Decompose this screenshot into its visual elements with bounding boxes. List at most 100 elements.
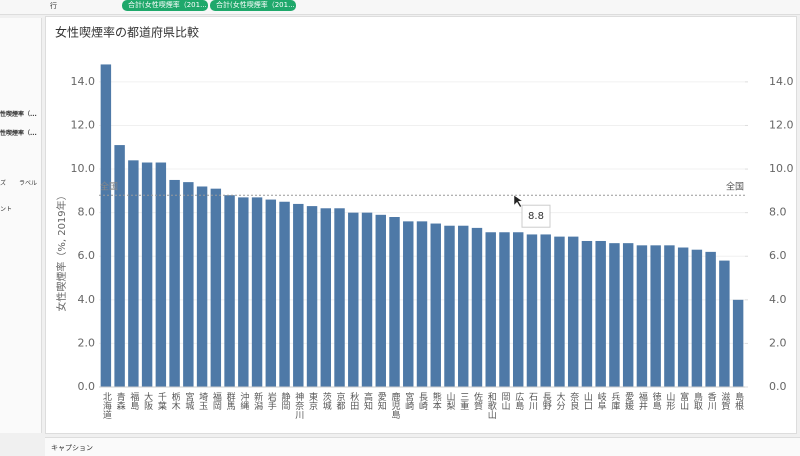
bar <box>196 186 208 387</box>
button[interactable]: ズ <box>0 180 7 187</box>
bar <box>485 232 496 387</box>
reference-label: 全国 <box>100 181 118 193</box>
bar <box>595 240 606 387</box>
y2-tick-label: 6.0 <box>769 249 787 262</box>
y2-tick-label: 12.0 <box>769 118 794 131</box>
y-tick-label: 8.0 <box>78 206 96 219</box>
x-tick-label: 宮崎 <box>403 391 414 410</box>
bar <box>458 225 469 387</box>
chart-title: 女性喫煙率の都道府県比較 <box>55 25 199 40</box>
bar <box>100 64 112 387</box>
y2-tick-label: 8.0 <box>769 206 787 219</box>
bar <box>403 221 414 387</box>
bar <box>320 208 332 387</box>
bar <box>224 195 235 387</box>
button[interactable]: ラベル <box>19 180 38 187</box>
x-tick-label: 石川 <box>527 392 538 410</box>
chart: 女性喫煙率の都道府県比較 女性喫煙率（%, 2019年） 0.0 2.0 4.0 6.… <box>45 16 797 434</box>
bar <box>128 160 139 387</box>
bar <box>183 182 194 387</box>
x-tick-label: 北海道 <box>101 392 112 420</box>
x-tick-label: 大分 <box>554 391 565 411</box>
x-tick-label: 福岡 <box>211 391 222 411</box>
y-tick-label: 0.0 <box>78 380 96 393</box>
x-tick-label: 愛知 <box>376 391 387 411</box>
x-tick-label: 山形 <box>664 392 675 411</box>
x-tick-label: 静岡 <box>280 391 291 411</box>
bar <box>430 223 441 387</box>
x-tick-label: 熊本 <box>431 391 442 411</box>
x-tick-label: 鹿児島 <box>390 391 401 420</box>
y2-tick-label: 2.0 <box>769 336 787 349</box>
button[interactable]: ント <box>0 206 13 213</box>
pill[interactable]: 合計(女性喫煙率（201... <box>122 0 208 11</box>
bar <box>664 245 675 387</box>
bar <box>348 212 359 387</box>
bar <box>526 234 538 387</box>
side-panel: 性喫煙率（... 性喫煙率（... ズ ラベル ント <box>0 18 42 433</box>
bar <box>512 232 524 387</box>
x-tick-label: 沖縄 <box>238 391 249 410</box>
reference-label: 全国 <box>726 181 744 193</box>
x-tick-label: 群馬 <box>225 391 236 411</box>
bar <box>251 197 263 387</box>
bar <box>169 179 180 387</box>
bar <box>609 243 620 387</box>
x-tick-label: 岐阜 <box>596 391 607 411</box>
cursor <box>513 194 524 208</box>
x-tick-label: 佐賀 <box>472 391 483 411</box>
x-tick-label: 奈良 <box>568 391 579 411</box>
bar <box>691 249 703 387</box>
x-tick-label: 香川 <box>706 392 717 410</box>
x-tick-label: 岩手 <box>266 391 277 411</box>
y2-tick-label: 14.0 <box>769 75 794 88</box>
y-tick-label: 6.0 <box>78 249 96 262</box>
bar <box>471 227 483 387</box>
x-tick-label: 島根 <box>733 391 744 411</box>
bar <box>265 199 277 387</box>
x-tick-label: 広島 <box>513 391 524 411</box>
caption-bar: キャプション <box>45 437 800 456</box>
x-tick-label: 山口 <box>582 392 593 410</box>
bar <box>636 245 648 387</box>
bar <box>293 203 304 387</box>
x-tick-label: 福島 <box>128 391 139 411</box>
x-tick-label: 新潟 <box>252 391 263 411</box>
x-tick-label: 兵庫 <box>609 391 620 411</box>
bar <box>677 247 689 387</box>
x-tick-label: 埼玉 <box>197 391 208 410</box>
bar <box>279 201 290 387</box>
y2-tick-label: 4.0 <box>769 293 787 306</box>
shelf: 行 合計(女性喫煙率（201... 合計(女性喫煙率（201... <box>0 0 800 15</box>
bar <box>705 251 716 387</box>
y-axis-title: 女性喫煙率（%, 2019年） <box>55 190 68 311</box>
x-tick-label: 滋賀 <box>719 391 730 411</box>
x-tick-label: 和歌山 <box>486 392 497 419</box>
bar <box>554 236 565 387</box>
x-tick-label: 千葉 <box>156 392 167 411</box>
y-tick-label: 12.0 <box>71 118 96 131</box>
x-tick-label: 茨城 <box>321 391 332 411</box>
bar <box>210 188 222 387</box>
x-tick-label: 京都 <box>335 391 346 411</box>
bar <box>389 217 400 387</box>
x-tick-label: 富山 <box>678 391 689 410</box>
bar <box>622 243 634 387</box>
x-tick-label: 宮城 <box>183 391 194 411</box>
tooltip-box <box>521 204 551 228</box>
field[interactable]: 性喫煙率（... <box>0 130 37 137</box>
x-tick-label: 福井 <box>637 391 648 411</box>
bar <box>141 162 153 387</box>
bar <box>361 212 373 387</box>
bar <box>416 221 428 387</box>
bar <box>540 234 551 387</box>
bar <box>334 208 345 387</box>
field[interactable]: 性喫煙率（... <box>0 111 37 118</box>
pill[interactable]: 合計(女性喫煙率（201... <box>210 0 296 11</box>
y-tick-label: 14.0 <box>71 75 96 88</box>
x-tick-label: 山梨 <box>444 392 455 411</box>
bar <box>375 214 386 387</box>
bar <box>499 232 510 387</box>
x-tick-label: 大阪 <box>142 391 153 411</box>
x-tick-label: 愛媛 <box>623 391 634 411</box>
